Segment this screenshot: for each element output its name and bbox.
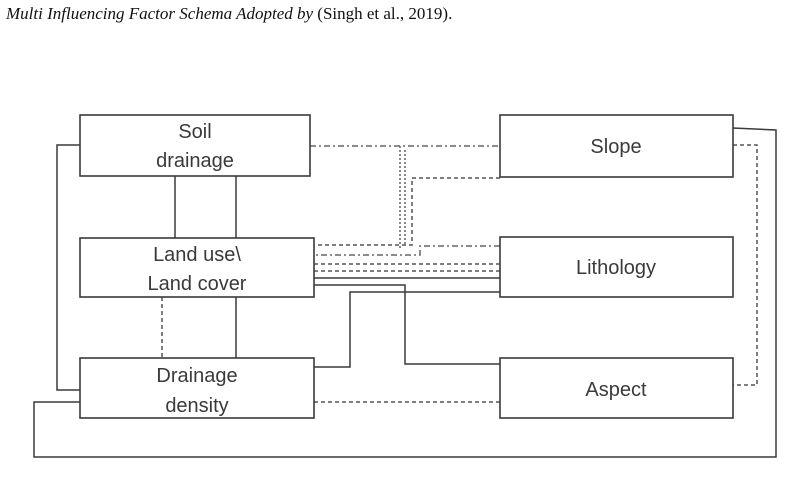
node-box	[79, 114, 311, 177]
node-label-line2: drainage	[156, 150, 234, 172]
connector-outer-loop	[33, 127, 777, 458]
connector-lithology-landuse-1	[314, 245, 500, 256]
node-label-line2: Land cover	[148, 273, 247, 295]
caption-title: Multi Influencing Factor Schema Adopted …	[6, 4, 314, 23]
caption-citation: (Singh et al., 2019).	[313, 4, 453, 23]
node-box	[499, 236, 734, 298]
node-slope: Slope	[499, 114, 734, 178]
node-land-use: Land use\ Land cover	[79, 237, 315, 298]
node-label-line1: Drainage	[156, 365, 237, 387]
node-box	[499, 357, 734, 419]
node-label: Lithology	[576, 257, 656, 279]
node-label-line2: density	[165, 395, 228, 417]
node-drainage-density: Drainage density	[79, 357, 315, 419]
connector-right-loop	[733, 144, 758, 386]
node-box	[79, 357, 315, 419]
node-box	[499, 114, 734, 178]
node-label-line1: Soil	[178, 121, 211, 143]
node-lithology: Lithology	[499, 236, 734, 298]
node-soil-drainage: Soil drainage	[79, 114, 311, 177]
figure-caption: Multi Influencing Factor Schema Adopted …	[6, 4, 452, 24]
node-label-line1: Land use\	[153, 244, 241, 266]
connectors	[33, 127, 777, 458]
connector-lithology-drainage	[314, 291, 500, 368]
connector-left-loop	[56, 144, 80, 391]
connector-slope-landuse	[314, 177, 500, 246]
connector-landuse-aspect	[314, 284, 500, 365]
node-label: Slope	[590, 136, 641, 158]
node-aspect: Aspect	[499, 357, 734, 419]
node-label: Aspect	[585, 379, 647, 401]
node-box	[79, 237, 315, 298]
